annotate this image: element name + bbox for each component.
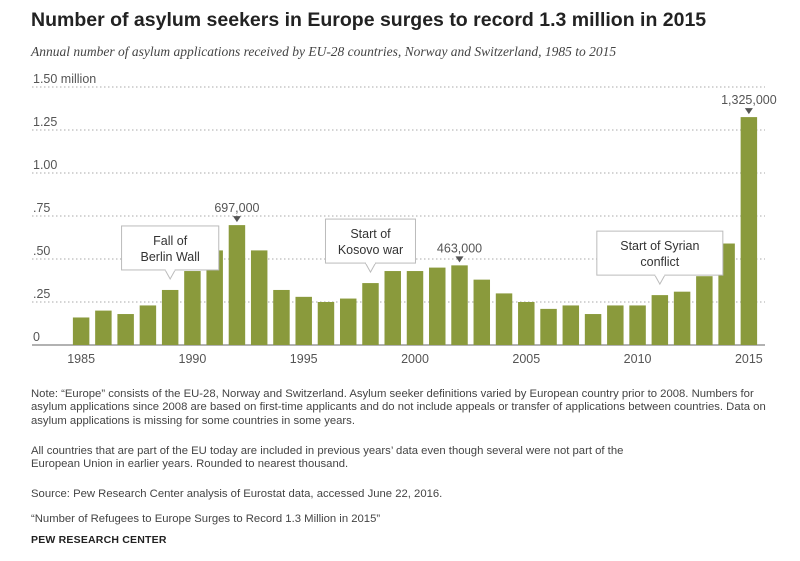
bar — [228, 225, 246, 345]
bar — [206, 250, 223, 345]
data-label: 697,000 — [214, 201, 259, 215]
bar — [184, 271, 201, 345]
y-tick-label: .25 — [33, 287, 50, 301]
bar — [740, 117, 758, 345]
organization-name: PEW RESEARCH CENTER — [31, 534, 167, 546]
bar — [273, 289, 290, 345]
bar — [495, 293, 513, 345]
bar — [651, 295, 669, 345]
annotation-box — [596, 230, 724, 276]
bar — [295, 296, 312, 345]
x-tick-label: 2010 — [624, 352, 652, 366]
y-tick-label: 0 — [33, 330, 40, 344]
annotation-text: Kosovo war — [338, 243, 403, 257]
chart-subtitle: Annual number of asylum applications rec… — [31, 44, 617, 59]
bar — [429, 267, 446, 345]
annotation-text: Start of Syrian — [620, 239, 699, 253]
bar — [607, 305, 624, 345]
y-tick-label: .75 — [33, 201, 50, 215]
y-tick-label: 1.50 million — [33, 72, 96, 86]
asylum-bar-chart: 0 .25 .50 .75 1.00 1.25 1.50 million 1985 1990 19… — [32, 72, 777, 366]
data-label-marker — [455, 256, 464, 263]
bar — [362, 283, 379, 345]
bar — [406, 271, 424, 345]
bar — [451, 265, 468, 345]
bar — [518, 302, 535, 345]
bar — [584, 314, 602, 345]
bar — [696, 276, 713, 345]
y-tick-label: 1.00 — [33, 158, 57, 172]
x-tick-label: 1995 — [290, 352, 318, 366]
bar — [339, 298, 357, 345]
bar — [117, 314, 134, 345]
x-tick-label: 1985 — [67, 352, 95, 366]
x-tick-label: 1990 — [179, 352, 207, 366]
bar — [95, 310, 112, 345]
x-tick-label: 2000 — [401, 352, 429, 366]
note-text-eu: All countries that are part of the EU to… — [31, 445, 624, 471]
bar — [139, 305, 157, 345]
x-tick-label: 2015 — [735, 352, 763, 366]
bar — [72, 317, 90, 345]
report-title: “Number of Refugees to Europe Surges to … — [31, 513, 381, 525]
data-label: 463,000 — [437, 241, 482, 255]
bar — [317, 302, 335, 345]
annotation-pointer — [164, 269, 176, 280]
bar — [250, 250, 268, 345]
data-label-marker — [232, 216, 241, 223]
x-tick-label: 2005 — [512, 352, 540, 366]
data-label-marker — [744, 108, 753, 115]
chart-title: Number of asylum seekers in Europe surge… — [31, 9, 707, 31]
bar — [161, 289, 179, 345]
annotation-text: Fall of — [153, 234, 188, 248]
note-text: Note: “Europe” consists of the EU-28, No… — [31, 388, 766, 427]
annotation-box — [121, 225, 220, 271]
bar — [473, 279, 491, 345]
annotation-text: Start of — [350, 227, 391, 241]
annotation-pointer — [654, 274, 666, 286]
bar — [562, 305, 580, 345]
data-label: 1,325,000 — [721, 93, 777, 107]
bar — [629, 305, 646, 345]
annotation-text: Berlin Wall — [141, 250, 200, 264]
bar — [540, 308, 557, 345]
annotation-box — [324, 218, 416, 264]
y-tick-label: 1.25 — [33, 115, 57, 129]
bar — [384, 271, 401, 345]
annotation-pointer — [365, 262, 376, 274]
bar — [673, 291, 691, 345]
source-text: Source: Pew Research Center analysis of … — [31, 488, 443, 500]
annotation-text: conflict — [640, 255, 679, 269]
y-tick-label: .50 — [33, 244, 50, 258]
